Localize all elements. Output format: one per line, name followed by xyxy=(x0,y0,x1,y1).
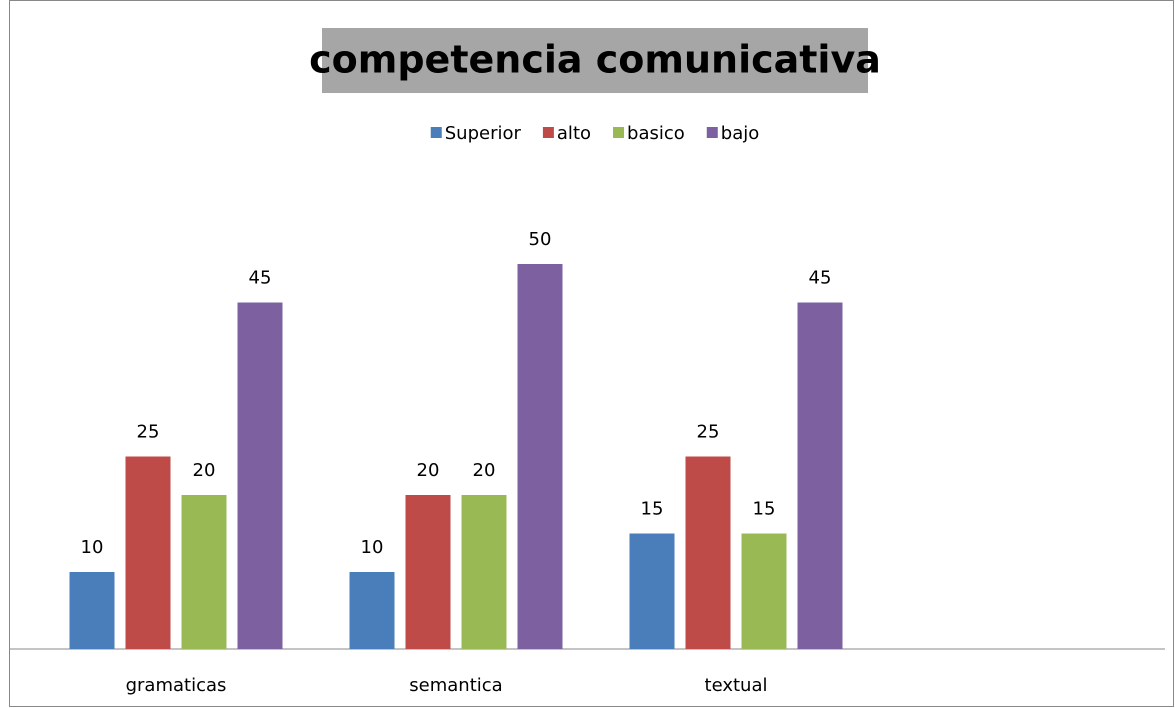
data-label: 10 xyxy=(361,537,384,558)
x-tick-label: semantica xyxy=(409,675,502,696)
bar xyxy=(69,572,115,649)
data-label: 45 xyxy=(809,268,832,289)
data-label: 20 xyxy=(417,460,440,481)
chart-title: competencia comunicativa xyxy=(309,38,881,82)
bar xyxy=(629,533,675,649)
bar xyxy=(517,264,563,649)
bar xyxy=(349,572,395,649)
legend-label: alto xyxy=(557,123,591,144)
legend-swatch xyxy=(542,127,554,138)
x-tick-label: gramaticas xyxy=(126,675,227,696)
legend-swatch xyxy=(613,127,625,138)
legend-swatch xyxy=(430,127,442,138)
bar xyxy=(797,302,843,649)
data-label: 15 xyxy=(641,499,664,520)
data-label: 15 xyxy=(753,499,776,520)
data-label: 20 xyxy=(193,460,216,481)
bar xyxy=(181,495,227,649)
bar xyxy=(405,495,451,649)
legend-label: bajo xyxy=(721,123,759,144)
data-label: 25 xyxy=(137,422,160,443)
bar xyxy=(685,456,731,649)
x-tick-label: textual xyxy=(705,675,768,696)
bar xyxy=(741,533,787,649)
bar xyxy=(237,302,283,649)
data-label: 45 xyxy=(249,268,272,289)
data-label: 20 xyxy=(473,460,496,481)
title-box xyxy=(322,28,868,93)
data-label: 25 xyxy=(697,422,720,443)
bar xyxy=(125,456,171,649)
legend-label: Superior xyxy=(445,123,522,144)
data-label: 50 xyxy=(529,229,552,250)
legend-swatch xyxy=(706,127,718,138)
bar xyxy=(461,495,507,649)
legend-label: basico xyxy=(627,123,685,144)
data-label: 10 xyxy=(81,537,104,558)
